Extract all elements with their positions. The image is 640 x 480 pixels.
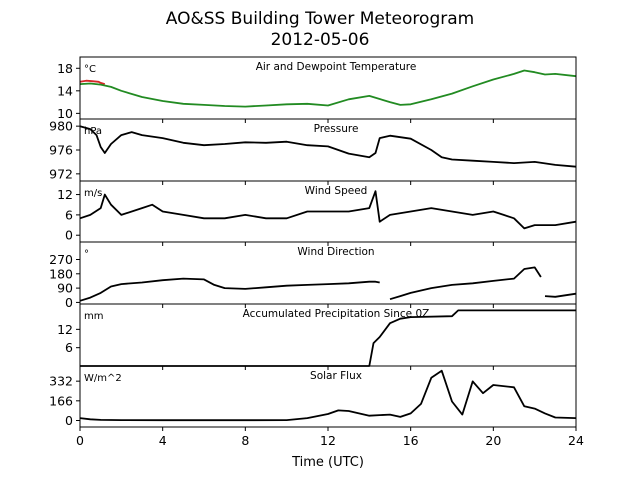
y-tick-label: 18	[57, 61, 73, 76]
y-tick-label: 166	[49, 393, 73, 408]
series-line-2-0	[79, 190, 577, 230]
panel-title: Solar Flux	[310, 370, 362, 382]
y-tick-label: 6	[65, 207, 73, 222]
panel-5: 0 166 332 Solar Flux W/m^2	[49, 365, 577, 431]
panel-title: Pressure	[314, 123, 359, 135]
series-line-3-0	[79, 277, 380, 302]
figure-title-line2: 2012-05-06	[271, 30, 370, 50]
y-tick-label: 14	[57, 83, 73, 98]
x-tick-label: 24	[568, 433, 584, 448]
panel-unit: mm	[84, 311, 103, 322]
y-tick-label: 332	[49, 374, 73, 389]
x-tick-label: 4	[159, 433, 167, 448]
figure-title-line1: AO&SS Building Tower Meteorogram	[166, 9, 474, 29]
panel-1: 972 976 980 Pressure hPa	[49, 118, 577, 185]
y-tick-label: 12	[57, 322, 73, 337]
panel-title: Wind Speed	[305, 185, 368, 197]
series-line-0-1	[79, 69, 577, 108]
panel-title: Wind Direction	[297, 246, 374, 258]
x-axis: 0 4 8 12 16 20 24	[76, 433, 584, 448]
panel-unit: °C	[84, 64, 96, 75]
x-tick-label: 0	[76, 433, 84, 448]
x-tick-label: 20	[485, 433, 501, 448]
y-tick-label: 180	[49, 266, 73, 281]
x-tick-label: 16	[403, 433, 419, 448]
panel-unit: W/m^2	[84, 373, 122, 384]
panel-unit: hPa	[84, 126, 102, 137]
y-tick-label: 10	[57, 106, 73, 121]
panel-2: 0 6 12 Wind Speed m/s	[57, 180, 577, 246]
panel-unit: °	[84, 249, 89, 260]
y-tick-label: 90	[57, 281, 73, 296]
y-tick-label: 12	[57, 187, 73, 202]
y-tick-label: 6	[65, 340, 73, 355]
series-line-3-2	[544, 292, 577, 298]
y-tick-label: 0	[65, 413, 73, 428]
panel-4: 6 12 Accumulated Precipitation Since 0Z mm	[57, 303, 577, 370]
x-tick-label: 12	[320, 433, 336, 448]
series-line-4-0	[80, 309, 576, 367]
panel-unit: m/s	[84, 188, 102, 199]
y-tick-label: 972	[49, 166, 73, 181]
y-tick-label: 0	[65, 228, 73, 243]
series-line-3-1	[389, 266, 542, 301]
y-tick-label: 980	[49, 119, 73, 134]
y-tick-label: 0	[65, 295, 73, 310]
y-tick-label: 270	[49, 252, 73, 267]
y-tick-label: 976	[49, 143, 73, 158]
series-line-0-0	[79, 79, 106, 85]
panel-0: 10 14 18 Air and Dewpoint Temperature °C	[57, 56, 577, 123]
x-tick-label: 8	[241, 433, 249, 448]
series-line-5-0	[79, 369, 577, 422]
x-axis-label: Time (UTC)	[291, 455, 364, 470]
series-line-1-0	[79, 125, 577, 168]
panel-title: Air and Dewpoint Temperature	[256, 61, 417, 73]
panel-title: Accumulated Precipitation Since 0Z	[243, 308, 430, 320]
